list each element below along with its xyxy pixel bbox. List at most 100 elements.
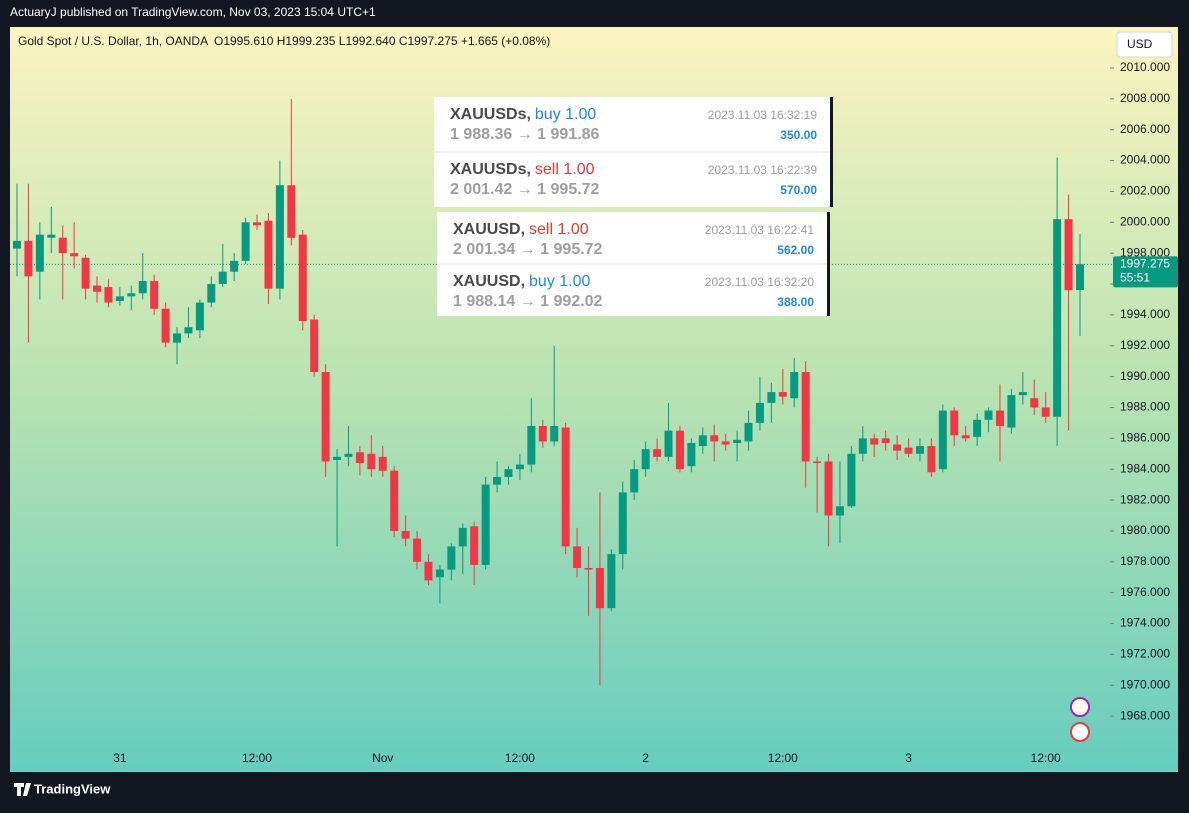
candle-body: [675, 430, 684, 470]
y-tick-label: 1986.000: [1120, 431, 1170, 445]
x-tick-label: 12:00: [505, 751, 535, 765]
candle-body: [721, 441, 730, 445]
candle-body: [173, 333, 182, 343]
trade-side: sell 1.00: [535, 161, 595, 178]
candle-body: [744, 422, 753, 442]
candle-body: [595, 567, 604, 609]
candle-body: [790, 371, 799, 399]
x-tick-label: 12:00: [242, 751, 272, 765]
candle-body: [904, 447, 913, 454]
candle-body: [973, 419, 982, 437]
candle-body: [344, 453, 353, 457]
trade-symbol: XAUUSDs,: [450, 161, 531, 178]
candle-body: [630, 469, 639, 493]
candle-body: [47, 234, 56, 238]
y-tick-label: 1992.000: [1120, 338, 1170, 352]
candle-body: [355, 452, 364, 464]
y-tick-label: 1990.000: [1120, 369, 1170, 383]
candle-body: [573, 546, 582, 568]
candle-body: [424, 561, 433, 581]
candle-body: [755, 402, 764, 423]
y-tick-label: 2000.000: [1120, 214, 1170, 228]
candle-body: [333, 456, 342, 460]
y-tick-label: 1984.000: [1120, 461, 1170, 475]
candle-body: [493, 476, 502, 485]
trade-profit: 562.00: [777, 243, 814, 257]
candle-body: [70, 253, 79, 257]
trade-profit: 388.00: [777, 295, 814, 309]
candle-body: [207, 284, 216, 303]
candle-body: [824, 461, 833, 516]
trade-side: buy 1.00: [535, 106, 596, 123]
y-tick-label: 1998.000: [1120, 245, 1170, 259]
candle-body: [435, 569, 444, 578]
candle-body: [81, 257, 90, 289]
trade-panel: XAUUSD, sell 1.002 001.34 → 1 995.722023.…: [437, 212, 830, 316]
trade-side: sell 1.00: [529, 221, 589, 238]
candle-body: [584, 567, 593, 570]
candle-body: [93, 285, 102, 292]
candle-body: [104, 287, 113, 303]
legend: Gold Spot / U.S. Dollar, 1h, OANDA: [18, 34, 208, 48]
candle-body: [515, 464, 524, 470]
candle-body: [115, 296, 124, 301]
candle-body: [195, 302, 204, 331]
y-tick-label: 1968.000: [1120, 708, 1170, 722]
candle-body: [1018, 392, 1027, 396]
candle-body: [835, 506, 844, 516]
candle-body: [161, 308, 170, 343]
candle-body: [858, 438, 867, 454]
trade-time: 2023.11.03 16:22:41: [705, 223, 815, 237]
candle-body: [1030, 398, 1039, 408]
candle-body: [298, 234, 307, 322]
footer: TradingView: [34, 781, 111, 796]
currency-box[interactable]: [1116, 31, 1173, 58]
last-price-box: [1113, 256, 1178, 288]
x-tick-label: Nov: [372, 751, 393, 765]
trade-time: 2023.11.03 16:32:20: [705, 275, 815, 289]
x-tick-label: 2: [642, 751, 649, 765]
candle-body: [378, 456, 387, 471]
trade-time: 2023.11.03 16:22:39: [708, 163, 818, 177]
x-tick-label: 31: [113, 751, 127, 765]
candle-body: [401, 530, 410, 539]
candle-body: [321, 371, 330, 462]
candle-body: [664, 430, 673, 457]
candle-body: [287, 185, 296, 238]
trade-symbol: XAUUSD,: [453, 221, 525, 238]
trade-title: XAUUSD, sell 1.00: [453, 221, 589, 238]
candle-body: [1041, 407, 1050, 417]
y-tick-label: 2004.000: [1120, 153, 1170, 167]
candle-body: [218, 271, 227, 285]
panel-edge: [827, 212, 830, 316]
candle-body: [881, 438, 890, 443]
candle-body: [961, 435, 970, 439]
candle-body: [653, 449, 662, 457]
trade-prices: 1 988.14 → 1 992.02: [453, 293, 603, 310]
trade-time: 2023.11.03 16:32:19: [708, 108, 818, 122]
last-price-label: 1997.275: [1120, 257, 1170, 271]
x-tick-label: 3: [905, 751, 912, 765]
candle-body: [35, 234, 44, 272]
x-tick-label: 12:00: [1031, 751, 1061, 765]
candle-body: [138, 280, 147, 294]
candle-body: [58, 237, 67, 254]
publisher: ActuaryJ published on TradingView.com, N…: [10, 5, 376, 19]
candle-body: [458, 527, 467, 547]
candle-body: [24, 240, 33, 277]
y-tick-label: 1970.000: [1120, 677, 1170, 691]
candle-body: [447, 546, 456, 570]
y-tick-label: 1972.000: [1120, 647, 1170, 661]
candle-body: [893, 444, 902, 451]
currency[interactable]: USD: [1127, 37, 1153, 51]
candle-body: [698, 435, 707, 447]
candle-body: [527, 426, 536, 465]
candle-body: [184, 327, 193, 334]
candle-body: [687, 442, 696, 467]
trade-side: buy 1.00: [529, 273, 590, 290]
y-tick-label: 1982.000: [1120, 492, 1170, 506]
countdown: 55:51: [1120, 271, 1150, 285]
y-tick-label: 2008.000: [1120, 91, 1170, 105]
candle-body: [847, 453, 856, 507]
